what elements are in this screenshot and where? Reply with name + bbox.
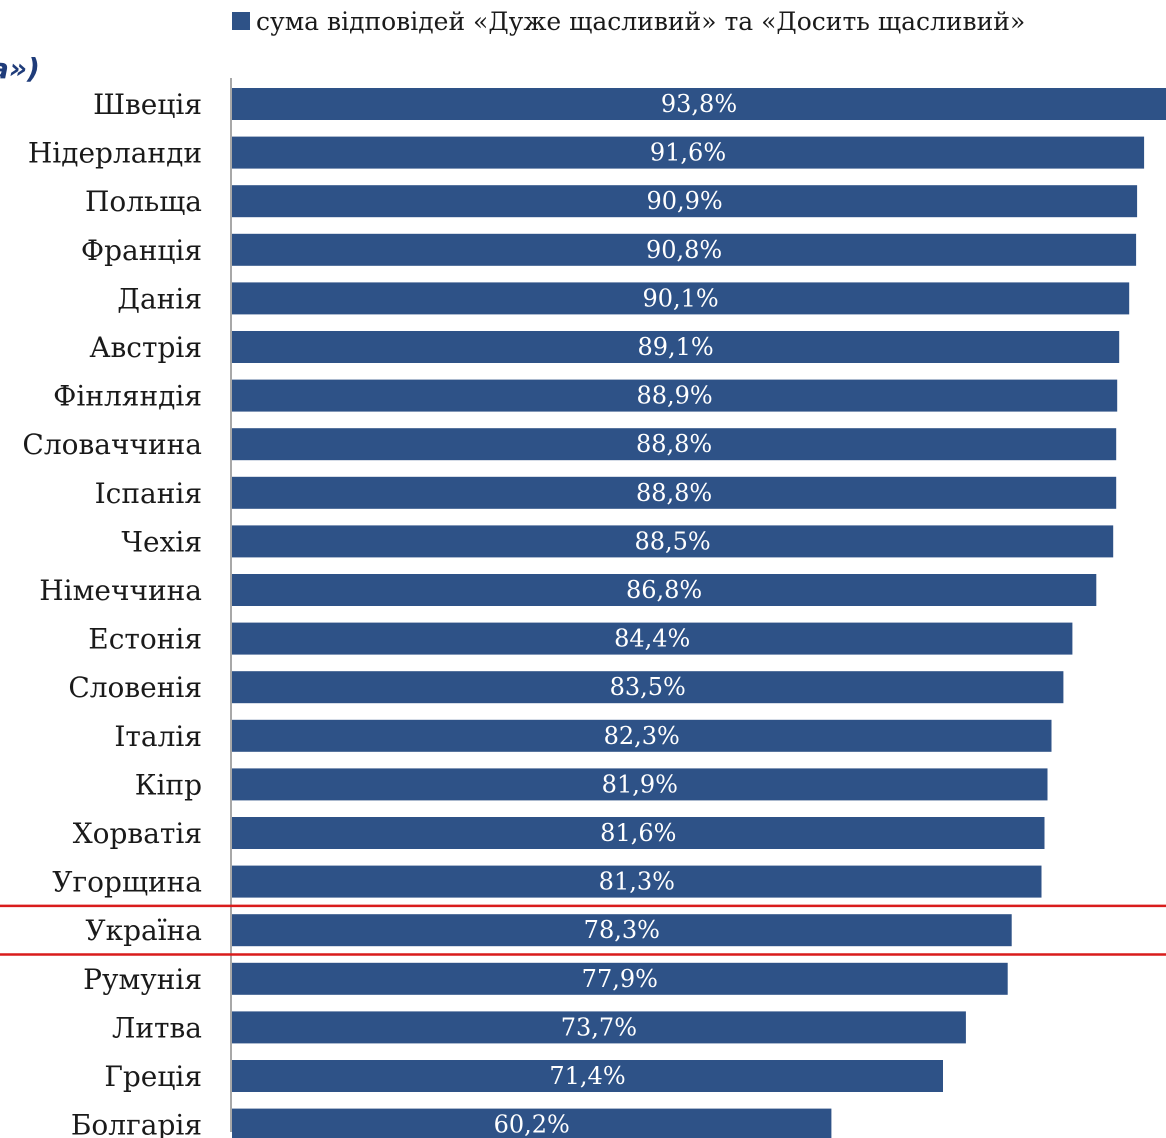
- category-label: Греція: [104, 1060, 202, 1093]
- bar-row: Греція 71,4%: [104, 1060, 943, 1093]
- value-label: 73,7%: [561, 1013, 637, 1041]
- bar: [232, 331, 1120, 363]
- category-label: Нідерланди: [28, 137, 202, 170]
- value-label: 88,9%: [636, 382, 712, 410]
- bar: [232, 817, 1045, 849]
- value-label: 84,4%: [614, 625, 690, 653]
- legend: сума відповідей «Дуже щасливий» та «Доси…: [232, 7, 1025, 36]
- category-label: Іспанія: [95, 477, 202, 510]
- bar-row: Естонія 84,4%: [88, 622, 1073, 656]
- bar: [232, 379, 1118, 412]
- bar: [232, 865, 1042, 898]
- bar-row: Болгарія 60,2%: [71, 1108, 832, 1138]
- category-label: Естонія: [88, 623, 202, 656]
- value-label: 71,4%: [549, 1062, 625, 1090]
- value-label: 81,6%: [600, 819, 676, 847]
- bar-row: Румунія 77,9%: [83, 962, 1008, 996]
- category-label: Болгарія: [71, 1109, 202, 1138]
- bar: [232, 719, 1052, 752]
- bar-row: Литва 73,7%: [112, 1011, 966, 1044]
- bar-row: Італія 82,3%: [114, 719, 1052, 753]
- category-label: Німеччина: [39, 574, 202, 607]
- bar-row: Іспанія 88,8%: [95, 476, 1117, 510]
- legend-swatch: [232, 12, 250, 30]
- category-label: Чехія: [121, 525, 202, 558]
- bar: [232, 136, 1145, 169]
- bar: [232, 962, 1008, 995]
- value-label: 86,8%: [626, 576, 702, 604]
- bar: [232, 1108, 832, 1138]
- bar-row: Угорщина 81,3%: [52, 865, 1042, 899]
- bar-row: Кіпр 81,9%: [135, 768, 1048, 801]
- bar-row: Словаччина 88,8%: [22, 428, 1117, 461]
- bar: [232, 622, 1073, 655]
- category-label: Австрія: [89, 331, 202, 364]
- category-label: Швеція: [93, 88, 202, 121]
- bar-row: Хорватія 81,6%: [73, 817, 1045, 850]
- bar: [232, 914, 1012, 947]
- bar-row: Данія 90,1%: [117, 282, 1130, 315]
- value-label: 88,5%: [634, 527, 710, 555]
- category-label: Кіпр: [135, 768, 202, 801]
- category-label: Україна: [85, 914, 202, 947]
- value-label: 82,3%: [604, 722, 680, 750]
- bar: [232, 671, 1064, 704]
- value-label: 91,6%: [650, 139, 726, 167]
- category-label: Франція: [81, 234, 202, 267]
- bar-row: Нідерланди 91,6%: [28, 136, 1145, 170]
- value-label: 78,3%: [584, 916, 660, 944]
- bar-row: Чехія 88,5%: [121, 525, 1114, 558]
- bar: [232, 233, 1137, 266]
- partial-title: а»): [0, 52, 40, 85]
- bar: [232, 428, 1117, 461]
- bar-row: Німеччина 86,8%: [39, 574, 1097, 607]
- bar-row: Польща 90,9%: [85, 185, 1138, 218]
- category-label: Італія: [114, 720, 202, 753]
- value-label: 90,8%: [646, 236, 722, 264]
- category-label: Литва: [112, 1011, 202, 1044]
- value-label: 81,3%: [599, 868, 675, 896]
- bar-row: Україна 78,3%: [85, 914, 1012, 947]
- legend-label: сума відповідей «Дуже щасливий» та «Доси…: [256, 7, 1025, 36]
- value-label: 93,8%: [661, 90, 737, 118]
- category-label: Румунія: [83, 963, 202, 996]
- bar: [232, 1060, 943, 1092]
- value-label: 88,8%: [636, 479, 712, 507]
- category-label: Польща: [85, 185, 202, 218]
- bar: [232, 476, 1117, 509]
- value-label: 83,5%: [610, 673, 686, 701]
- value-label: 90,9%: [646, 187, 722, 215]
- value-label: 60,2%: [494, 1111, 570, 1138]
- bar: [232, 88, 1166, 120]
- bar: [232, 525, 1114, 558]
- category-label: Словенія: [68, 671, 202, 704]
- bar: [232, 185, 1138, 218]
- bar: [232, 282, 1130, 315]
- category-label: Хорватія: [73, 817, 202, 850]
- value-label: 81,9%: [602, 770, 678, 798]
- bar: [232, 574, 1097, 606]
- bars: Швеція 93,8% Нідерланди 91,6% Польща 90,9% Фра…: [22, 88, 1166, 1138]
- bar-row: Словенія 83,5%: [68, 671, 1064, 704]
- value-label: 90,1%: [642, 284, 718, 312]
- category-label: Данія: [117, 282, 202, 315]
- category-label: Словаччина: [22, 428, 202, 461]
- bar: [232, 768, 1048, 801]
- bar-row: Швеція 93,8%: [93, 88, 1166, 121]
- value-label: 77,9%: [582, 965, 658, 993]
- bar: [232, 1011, 966, 1044]
- bar-row: Франція 90,8%: [81, 233, 1137, 267]
- bar-row: Австрія 89,1%: [89, 331, 1120, 364]
- value-label: 88,8%: [636, 430, 712, 458]
- category-label: Фінляндія: [53, 380, 202, 413]
- value-label: 89,1%: [637, 333, 713, 361]
- category-label: Угорщина: [52, 866, 202, 899]
- bar-row: Фінляндія 88,9%: [53, 379, 1118, 413]
- highlight: [0, 904, 1166, 956]
